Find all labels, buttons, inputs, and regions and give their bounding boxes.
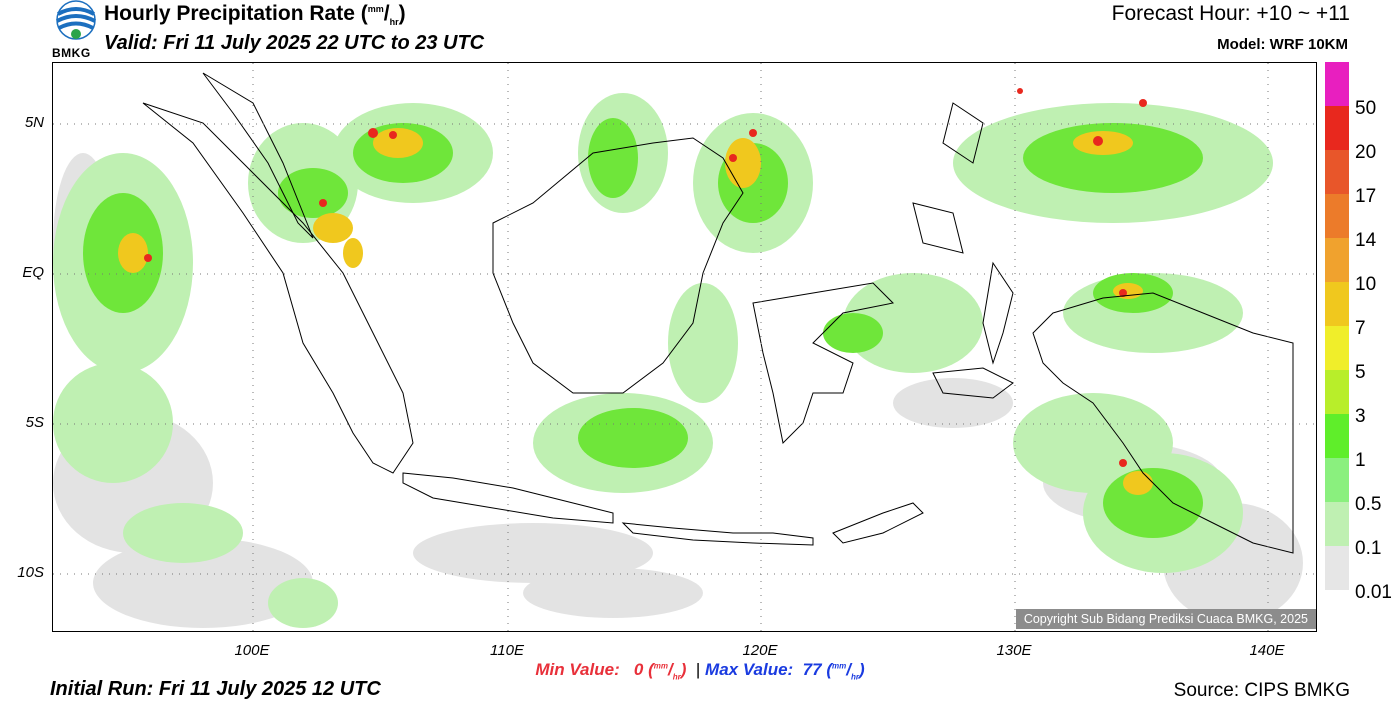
colorbar-segment: [1325, 458, 1349, 502]
colorbar-segment: [1325, 194, 1349, 238]
coastlines: [142, 72, 1294, 554]
x-tick-140e: 140E: [1249, 642, 1285, 659]
colorbar-label: 7: [1355, 318, 1366, 339]
initial-run: Initial Run: Fri 11 July 2025 12 UTC: [50, 678, 381, 700]
colorbar-segment: [1325, 326, 1349, 370]
map-canvas: [53, 63, 1316, 631]
colorbar-segment: [1325, 238, 1349, 282]
colorbar-label: 0.01: [1355, 582, 1392, 603]
colorbar-segment: [1325, 502, 1349, 546]
bmkg-logo-icon: [56, 0, 96, 40]
colorbar-segment: [1325, 150, 1349, 194]
y-tick-eq: EQ: [22, 264, 44, 281]
colorbar: [1325, 62, 1349, 590]
colorbar-label: 0.1: [1355, 538, 1382, 559]
colorbar-segment: [1325, 370, 1349, 414]
colorbar-label: 0.5: [1355, 494, 1382, 515]
colorbar-label: 14: [1355, 230, 1377, 251]
colorbar-label: 3: [1355, 406, 1366, 427]
x-tick-110e: 110E: [490, 642, 524, 659]
colorbar-label: 17: [1355, 186, 1377, 207]
colorbar-label: 5: [1355, 362, 1366, 383]
y-tick-5n: 5N: [24, 114, 44, 131]
min-max-values: Min Value: 0 (mm/hr) | Max Value: 77 (mm…: [535, 660, 865, 682]
y-tick-10s: 10S: [17, 564, 44, 581]
forecast-hour: Forecast Hour: +10 ~ +11: [1111, 2, 1350, 25]
y-tick-5s: 5S: [25, 414, 44, 431]
precipitation-map[interactable]: [52, 62, 1317, 632]
valid-time: Valid: Fri 11 July 2025 22 UTC to 23 UTC: [104, 32, 485, 54]
model-label: Model: WRF 10KM: [1217, 36, 1348, 53]
colorbar-segment: [1325, 414, 1349, 458]
x-tick-120e: 120E: [742, 642, 778, 659]
graticule: [53, 63, 1316, 631]
intense-rain-cells: [144, 88, 1147, 467]
x-tick-100e: 100E: [234, 642, 270, 659]
colorbar-label: 20: [1355, 142, 1377, 163]
max-value: Max Value: 77 (mm/hr): [705, 660, 865, 682]
colorbar-label: 1: [1355, 450, 1366, 471]
colorbar-label: 50: [1355, 98, 1377, 119]
page-title: Hourly Precipitation Rate (mm/hr): [104, 2, 406, 28]
logo-text: BMKG: [52, 46, 91, 60]
colorbar-segment: [1325, 62, 1349, 106]
colorbar-segment: [1325, 282, 1349, 326]
source-label: Source: CIPS BMKG: [1173, 680, 1350, 701]
min-value: Min Value: 0 (mm/hr): [535, 660, 687, 682]
colorbar-label: 10: [1355, 274, 1377, 295]
x-tick-130e: 130E: [996, 642, 1032, 659]
copyright-notice: Copyright Sub Bidang Prediksi Cuaca BMKG…: [1015, 609, 1316, 629]
colorbar-segment: [1325, 546, 1349, 590]
colorbar-segment: [1325, 106, 1349, 150]
